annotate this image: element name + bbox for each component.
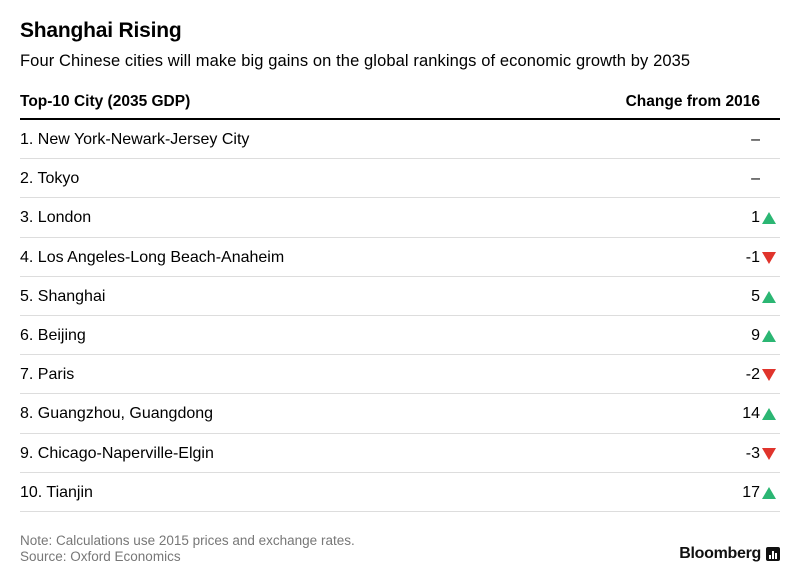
change-value: -3 — [745, 444, 760, 462]
arrow-up-icon — [762, 329, 776, 342]
table-body: 1. New York-Newark-Jersey City – 2. Tokyo –… — [20, 120, 780, 512]
city-cell: 3. London — [20, 209, 92, 227]
city-cell: 5. Shanghai — [20, 287, 106, 305]
arrow-down-icon — [762, 447, 776, 460]
table-row: 8. Guangzhou, Guangdong 14 — [20, 394, 780, 434]
city-cell: 10. Tianjin — [20, 483, 93, 501]
change-cell: 17 — [742, 484, 776, 502]
change-value: 5 — [751, 287, 760, 305]
change-value: – — [751, 170, 760, 188]
column-header-change: Change from 2016 — [625, 93, 760, 110]
change-value: -1 — [745, 248, 760, 266]
arrow-up-icon — [762, 212, 776, 225]
change-value: -2 — [745, 366, 760, 384]
table-row: 3. London 1 — [20, 198, 780, 238]
change-cell: 9 — [751, 327, 776, 345]
table-row: 6. Beijing 9 — [20, 316, 780, 356]
table-row: 7. Paris -2 — [20, 355, 780, 395]
column-header-city: Top-10 City (2035 GDP) — [20, 93, 191, 110]
arrow-down-icon — [762, 251, 776, 264]
table-row: 4. Los Angeles-Long Beach-Anaheim -1 — [20, 238, 780, 277]
city-cell: 4. Los Angeles-Long Beach-Anaheim — [20, 248, 285, 266]
brand-name: Bloomberg — [679, 545, 761, 562]
chart-subtitle: Four Chinese cities will make big gains … — [20, 52, 691, 70]
change-cell: -1 — [746, 249, 776, 267]
city-cell: 1. New York-Newark-Jersey City — [20, 131, 250, 148]
change-value: 1 — [751, 209, 760, 227]
city-cell: 8. Guangzhou, Guangdong — [20, 405, 214, 423]
change-value: 17 — [742, 483, 760, 501]
change-value: 9 — [751, 326, 760, 344]
source-note: Source: Oxford Economics — [20, 549, 181, 564]
brand-logo: Bloomberg — [679, 545, 780, 563]
city-cell: 2. Tokyo — [20, 170, 80, 188]
footnote: Note: Calculations use 2015 prices and e… — [20, 533, 355, 548]
table-row: 9. Chicago-Naperville-Elgin -3 — [20, 434, 780, 473]
city-cell: 9. Chicago-Naperville-Elgin — [20, 444, 214, 462]
arrow-up-icon — [762, 290, 776, 303]
table-row: 2. Tokyo – — [20, 159, 780, 199]
arrow-down-icon — [762, 369, 776, 382]
city-cell: 6. Beijing — [20, 326, 86, 344]
change-cell: – — [751, 131, 760, 149]
change-cell: 14 — [742, 405, 776, 423]
arrow-up-icon — [762, 486, 776, 499]
table-row: 1. New York-Newark-Jersey City – — [20, 120, 780, 160]
change-value: – — [751, 131, 760, 148]
arrow-up-icon — [762, 408, 776, 421]
table-row: 10. Tianjin 17 — [20, 473, 780, 512]
ranking-table: Top-10 City (2035 GDP) Change from 2016 … — [20, 89, 780, 512]
city-cell: 7. Paris — [20, 366, 75, 384]
change-value: 14 — [742, 405, 760, 423]
table-header: Top-10 City (2035 GDP) Change from 2016 — [20, 89, 780, 120]
change-cell: 5 — [751, 288, 776, 306]
chart-title: Shanghai Rising — [20, 19, 182, 42]
table-row: 5. Shanghai 5 — [20, 277, 780, 316]
change-cell: -3 — [746, 445, 776, 463]
change-cell: – — [751, 170, 760, 188]
bloomberg-chart-icon — [766, 547, 780, 561]
change-cell: 1 — [751, 209, 776, 227]
change-cell: -2 — [746, 366, 776, 384]
